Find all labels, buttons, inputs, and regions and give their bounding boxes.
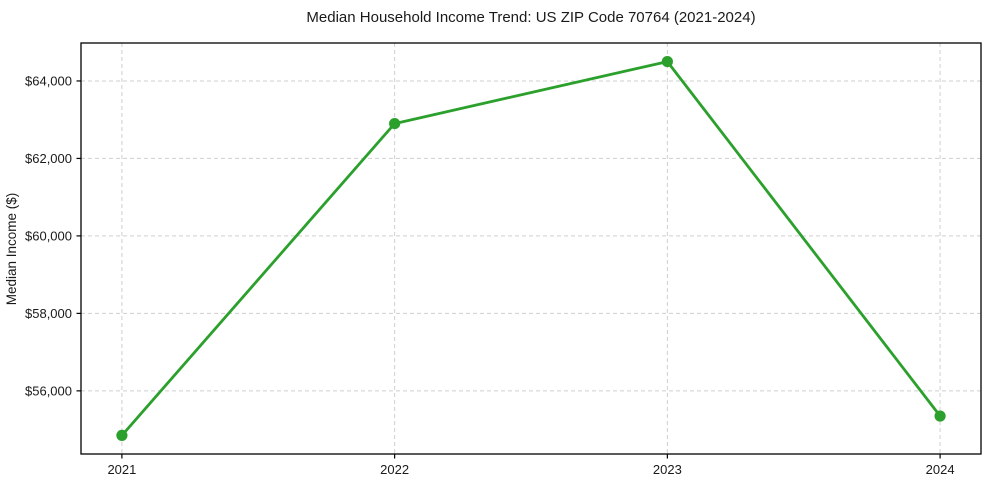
x-tick-label: 2023 — [653, 462, 682, 477]
y-tick-label: $56,000 — [25, 383, 72, 398]
chart-title: Median Household Income Trend: US ZIP Co… — [306, 9, 755, 26]
plot-border — [80, 42, 982, 455]
trend-line — [120, 60, 942, 437]
data-point — [934, 410, 946, 422]
series-layer — [116, 55, 946, 442]
x-tick-label: 2022 — [380, 462, 409, 477]
x-tick-label: 2024 — [926, 462, 955, 477]
y-axis-label: Median Income ($) — [4, 193, 19, 306]
y-tick-label: $58,000 — [25, 306, 72, 321]
grid-layer — [81, 43, 981, 454]
data-point — [661, 55, 673, 68]
axis-layer: $56,000 $58,000 $60,000 $62,000 $64,000 2021 2… — [25, 42, 982, 477]
y-tick-label: $62,000 — [25, 151, 72, 166]
y-tick-label: $60,000 — [25, 228, 72, 243]
x-tick-label: 2021 — [107, 462, 136, 477]
y-tick-label: $64,000 — [25, 73, 72, 88]
data-point — [116, 429, 128, 442]
data-point — [389, 117, 401, 130]
